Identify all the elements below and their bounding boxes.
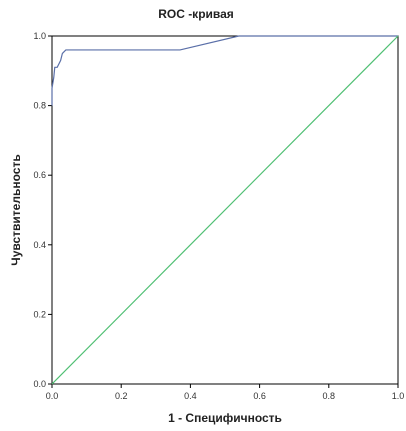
y-tick-label: 0.2	[33, 309, 46, 319]
x-axis-label: 1 - Специфичность	[168, 411, 282, 425]
x-tick-label: 0.0	[46, 391, 59, 401]
x-tick-label: 0.8	[323, 391, 336, 401]
y-axis-ticks: 0.0 0.2 0.4 0.6 0.8 1.0	[33, 31, 52, 389]
x-tick-label: 0.4	[184, 391, 197, 401]
roc-curve-line	[51, 35, 398, 106]
y-tick-label: 0.4	[33, 240, 46, 250]
y-tick-label: 0.6	[33, 170, 46, 180]
chart-title: ROC -кривая	[158, 7, 234, 21]
plot-frame	[51, 35, 399, 385]
x-tick-label: 0.6	[253, 391, 266, 401]
y-tick-label: 0.8	[33, 101, 46, 111]
series-layer	[51, 35, 399, 385]
x-axis-ticks: 0.0 0.2 0.4 0.6 0.8 1.0	[46, 384, 405, 401]
x-tick-label: 0.2	[115, 391, 128, 401]
y-tick-label: 1.0	[33, 31, 46, 41]
y-axis-label: Чувствительность	[9, 154, 23, 265]
x-tick-label: 1.0	[392, 391, 405, 401]
reference-diagonal-line	[51, 35, 399, 385]
y-tick-label: 0.0	[33, 379, 46, 389]
